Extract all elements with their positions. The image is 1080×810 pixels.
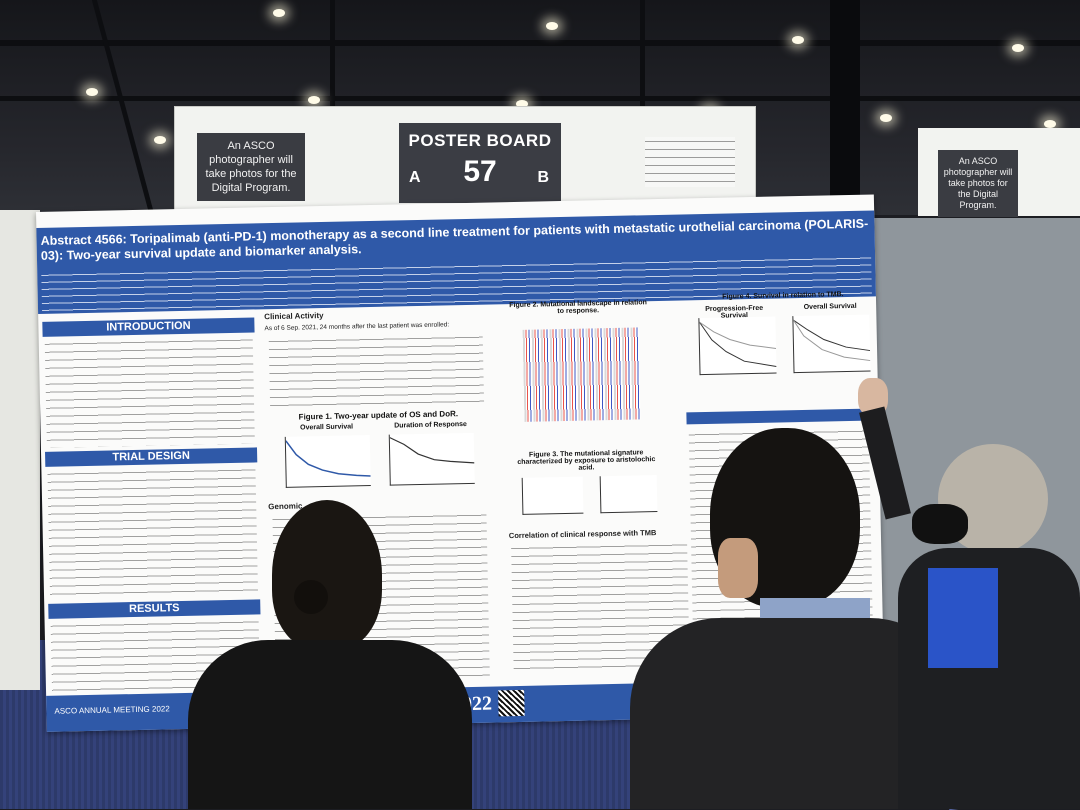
figure-2-caption: Figure 2. Mutational landscape in relati…: [509, 299, 647, 316]
mutational-landscape-heatmap: [522, 327, 641, 422]
figure-4b-title: Overall Survival: [803, 302, 857, 311]
os-curve-plot: [284, 435, 371, 488]
board-side-a: A: [409, 169, 421, 186]
pfs-tmb-plot: [698, 316, 777, 376]
section-trial-design: TRIAL DESIGN: [45, 447, 258, 467]
os-tmb-plot: [792, 314, 871, 374]
photographer-note-right: An ASCO photographer will take photos fo…: [938, 150, 1018, 217]
clinical-activity-text: [268, 332, 485, 408]
author-list: [41, 254, 872, 312]
presenter: [858, 378, 1080, 809]
section-introduction: INTRODUCTION: [42, 317, 255, 337]
section-conclusions: [686, 408, 873, 425]
figure-1a-title: Overall Survival: [300, 423, 354, 432]
introduction-text: [44, 335, 255, 448]
adjacent-poster: [0, 210, 40, 690]
poster-board-sign: An ASCO photographer will take photos fo…: [174, 106, 756, 216]
clinical-activity-heading: Clinical Activity: [264, 311, 324, 322]
woman-viewer: [188, 500, 472, 809]
sign-small-print: [645, 137, 735, 187]
adjacent-sign: An ASCO photographer will take photos fo…: [918, 128, 1080, 217]
signature-bar-plot: [521, 476, 584, 515]
dor-curve-plot: [388, 432, 475, 486]
board-title: POSTER BOARD: [408, 131, 552, 150]
board-number-box: POSTER BOARD A 57 B: [399, 123, 561, 203]
research-poster: Abstract 4566: Toripalimab (anti-PD-1) m…: [36, 194, 885, 732]
figure-1-caption: Figure 1. Two-year update of OS and DoR.: [298, 409, 459, 422]
meeting-label: ASCO ANNUAL MEETING 2022: [54, 704, 170, 716]
board-number: 57: [463, 155, 497, 188]
photographer-note: An ASCO photographer will take photos fo…: [197, 133, 305, 201]
qr-code: [498, 689, 525, 717]
figure-1b-title: Duration of Response: [394, 421, 467, 430]
board-side-b: B: [537, 169, 549, 186]
clinical-activity-intro: As of 6 Sep. 2021, 24 months after the l…: [264, 321, 450, 333]
